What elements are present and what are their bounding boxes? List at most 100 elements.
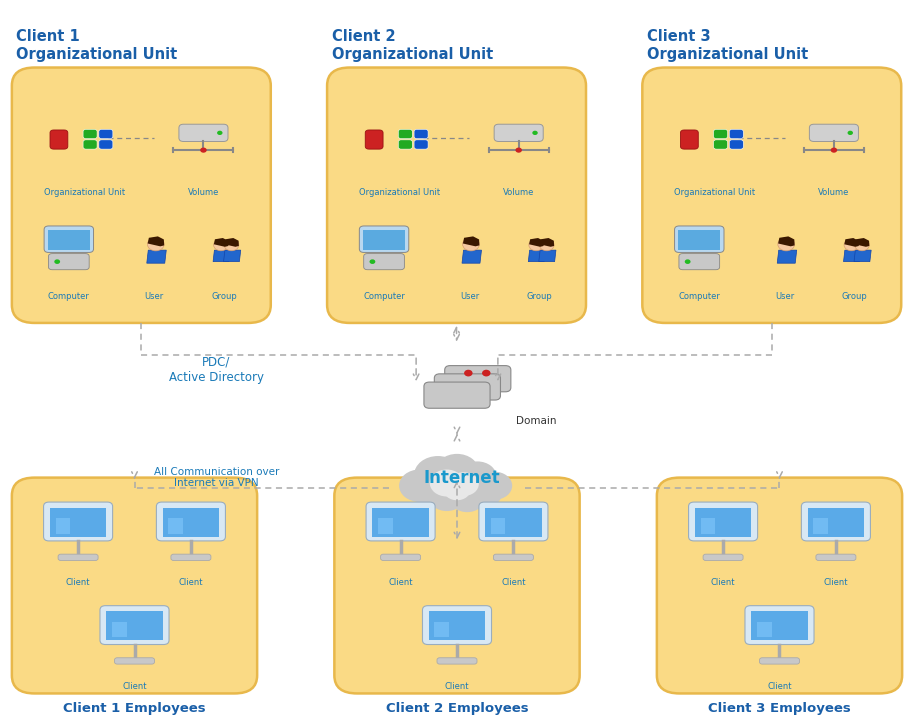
FancyBboxPatch shape (372, 507, 429, 536)
Polygon shape (778, 236, 794, 247)
Polygon shape (538, 250, 556, 262)
FancyBboxPatch shape (679, 254, 719, 270)
Circle shape (847, 130, 853, 135)
Text: Domain: Domain (516, 416, 557, 426)
FancyBboxPatch shape (48, 254, 90, 270)
FancyBboxPatch shape (364, 254, 404, 270)
FancyBboxPatch shape (367, 502, 435, 541)
FancyBboxPatch shape (168, 518, 183, 534)
Text: Client: Client (501, 579, 526, 587)
Circle shape (147, 238, 165, 251)
Polygon shape (224, 250, 240, 262)
FancyBboxPatch shape (50, 130, 68, 149)
FancyBboxPatch shape (816, 554, 856, 560)
Circle shape (469, 481, 502, 507)
FancyBboxPatch shape (808, 507, 865, 536)
FancyBboxPatch shape (44, 226, 93, 252)
FancyBboxPatch shape (813, 518, 828, 534)
Circle shape (214, 239, 228, 251)
FancyBboxPatch shape (681, 130, 698, 149)
FancyBboxPatch shape (378, 518, 393, 534)
FancyBboxPatch shape (714, 140, 728, 149)
Circle shape (224, 239, 239, 251)
Circle shape (435, 454, 479, 489)
FancyBboxPatch shape (56, 518, 70, 534)
FancyBboxPatch shape (657, 478, 902, 693)
FancyBboxPatch shape (703, 554, 743, 560)
FancyBboxPatch shape (83, 129, 97, 138)
Circle shape (414, 456, 462, 494)
Text: Client 2
Organizational Unit: Client 2 Organizational Unit (332, 30, 493, 62)
FancyBboxPatch shape (700, 518, 715, 534)
FancyBboxPatch shape (491, 518, 505, 534)
Polygon shape (777, 250, 797, 263)
FancyBboxPatch shape (714, 129, 728, 138)
Text: PDC/
Active Directory: PDC/ Active Directory (169, 356, 264, 384)
FancyBboxPatch shape (643, 67, 901, 323)
FancyBboxPatch shape (678, 230, 720, 250)
FancyBboxPatch shape (49, 507, 106, 536)
Circle shape (464, 370, 473, 376)
Text: Client 3
Organizational Unit: Client 3 Organizational Unit (647, 30, 808, 62)
FancyBboxPatch shape (179, 124, 228, 141)
Text: Client 1 Employees: Client 1 Employees (63, 702, 206, 715)
Polygon shape (462, 236, 479, 247)
Polygon shape (213, 250, 230, 262)
Circle shape (458, 461, 496, 492)
Text: All Communication over
Internet via VPN: All Communication over Internet via VPN (154, 467, 279, 489)
Text: Client: Client (711, 579, 736, 587)
FancyBboxPatch shape (437, 658, 477, 664)
Circle shape (477, 472, 512, 500)
Polygon shape (855, 238, 869, 247)
FancyBboxPatch shape (48, 230, 90, 250)
Text: Client: Client (445, 682, 469, 691)
Circle shape (369, 260, 376, 264)
FancyBboxPatch shape (366, 130, 383, 149)
FancyBboxPatch shape (100, 605, 169, 645)
FancyBboxPatch shape (156, 502, 226, 541)
Polygon shape (462, 250, 482, 263)
FancyBboxPatch shape (414, 129, 428, 138)
FancyBboxPatch shape (760, 658, 800, 664)
Text: User: User (775, 292, 794, 301)
Polygon shape (147, 250, 166, 263)
FancyBboxPatch shape (494, 124, 543, 141)
Text: User: User (460, 292, 479, 301)
Text: Computer: Computer (48, 292, 90, 301)
FancyBboxPatch shape (99, 140, 112, 149)
Text: Group: Group (211, 292, 237, 301)
FancyBboxPatch shape (12, 478, 257, 693)
Polygon shape (529, 238, 544, 247)
Circle shape (200, 147, 207, 153)
Text: Volume: Volume (818, 188, 850, 196)
Text: Organizational Unit: Organizational Unit (359, 188, 441, 196)
FancyBboxPatch shape (729, 129, 743, 138)
FancyBboxPatch shape (810, 124, 858, 141)
Polygon shape (214, 238, 228, 247)
FancyBboxPatch shape (163, 507, 219, 536)
Circle shape (529, 239, 544, 251)
Circle shape (831, 147, 837, 153)
Circle shape (532, 130, 537, 135)
FancyBboxPatch shape (399, 140, 412, 149)
Polygon shape (845, 238, 859, 247)
Text: Client: Client (178, 579, 203, 587)
FancyBboxPatch shape (112, 621, 126, 637)
Text: Organizational Unit: Organizational Unit (44, 188, 125, 196)
FancyBboxPatch shape (399, 129, 412, 138)
FancyBboxPatch shape (106, 611, 163, 640)
Text: Client: Client (824, 579, 848, 587)
FancyBboxPatch shape (327, 67, 586, 323)
FancyBboxPatch shape (429, 611, 485, 640)
Polygon shape (844, 250, 861, 262)
FancyBboxPatch shape (695, 507, 751, 536)
Text: Computer: Computer (363, 292, 405, 301)
Circle shape (778, 238, 794, 251)
FancyBboxPatch shape (745, 605, 814, 645)
Text: Volume: Volume (187, 188, 219, 196)
FancyBboxPatch shape (99, 129, 112, 138)
FancyBboxPatch shape (171, 554, 211, 560)
FancyBboxPatch shape (494, 554, 534, 560)
Text: Group: Group (842, 292, 867, 301)
FancyBboxPatch shape (479, 502, 547, 541)
